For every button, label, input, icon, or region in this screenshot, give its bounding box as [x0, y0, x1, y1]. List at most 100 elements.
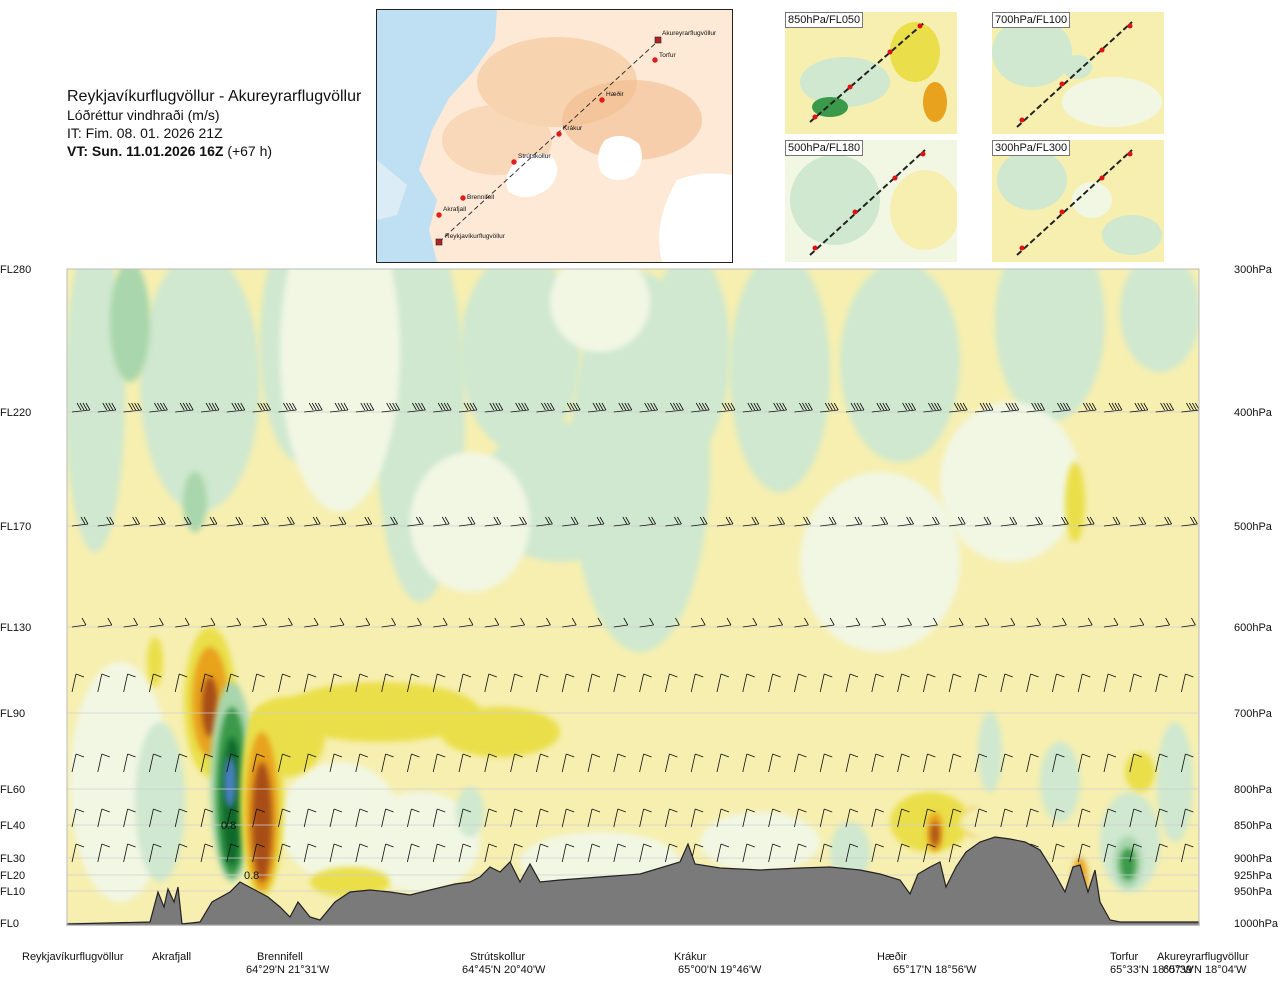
wind-barb-87 [1181, 402, 1199, 413]
sea-area [377, 10, 497, 262]
wind-barb-89 [97, 516, 115, 527]
wind-barb-35 [975, 269, 979, 270]
wind-barb-310 [123, 843, 136, 863]
wind-barb-248 [794, 753, 807, 773]
plot-frame [66, 268, 1200, 926]
fl-tick-1: FL220 [0, 407, 31, 419]
map-label-1: Akrafjall [443, 206, 467, 213]
wind-barb-8 [278, 269, 283, 270]
wind-barb-140 [278, 617, 293, 628]
hpa-tick-4: 700hPa [1234, 708, 1273, 720]
wind-barb-213 [1026, 673, 1039, 693]
field-cell-18 [550, 269, 650, 352]
wind-barb-161 [820, 617, 835, 628]
wind-barb-167 [974, 617, 990, 628]
minimap-300-graphic [992, 140, 1164, 262]
wind-barb-220 [71, 753, 85, 773]
wind-barb-277 [407, 808, 420, 828]
wind-barb-179 [149, 673, 162, 693]
field-cell-29 [830, 822, 870, 882]
wind-barb-15 [459, 269, 463, 270]
wind-barb-28 [794, 269, 799, 270]
wind-barb-340 [897, 843, 910, 863]
minimap-700[interactable]: 700hPa/FL100 [992, 12, 1164, 134]
wind-barb-229 [303, 753, 317, 773]
wind-barb-172 [1103, 617, 1119, 628]
field-cell-14 [800, 472, 960, 652]
wind-barb-184 [278, 673, 291, 693]
route-title: Reykjavíkurflugvöllur - Akureyrarflugvöl… [67, 88, 362, 105]
wind-barb-263 [1181, 753, 1194, 773]
wind-barb-278 [432, 808, 446, 828]
map-label-5: Hæðir [606, 90, 625, 98]
wind-barb-150 [536, 617, 551, 628]
wind-barb-148 [484, 617, 500, 628]
route-map: Reykjavíkurflugvöllur Akrafjall Brennifell… [376, 9, 733, 263]
wind-barb-205 [819, 673, 833, 693]
field-cell-32 [440, 707, 560, 757]
wind-barb-208 [897, 673, 910, 693]
wind-barb-50 [226, 402, 246, 413]
fl-tick-9: FL10 [0, 886, 25, 898]
wind-barb-301 [1026, 808, 1039, 828]
wind-barb-78 [949, 402, 968, 413]
wind-barb-119 [871, 516, 889, 527]
wind-barb-241 [613, 753, 626, 773]
wind-barb-245 [716, 753, 730, 773]
location-name-3: Strútskollur [470, 951, 525, 963]
wind-barb-97 [304, 516, 321, 527]
wind-barb-311 [149, 843, 162, 863]
wind-barb-105 [510, 516, 527, 527]
wind-barb-170 [1052, 617, 1067, 628]
wind-barb-128 [1103, 516, 1121, 527]
wind-barb-134 [123, 617, 138, 628]
wind-barb-235 [458, 753, 472, 773]
wind-barb-290 [742, 808, 755, 828]
wind-barb-63 [562, 402, 581, 413]
wind-barb-298 [948, 808, 962, 828]
wind-barb-349 [1129, 843, 1142, 863]
minimap-850-label: 850hPa/FL050 [785, 12, 864, 28]
minimap-850[interactable]: 850hPa/FL050 [785, 12, 957, 134]
wind-barbs [71, 269, 1199, 863]
wind-barb-313 [200, 843, 214, 863]
wind-barb-200 [690, 673, 704, 693]
wind-barb-116 [794, 516, 811, 527]
wind-barb-60 [484, 402, 504, 413]
wind-barb-133 [97, 617, 113, 628]
wind-barb-194 [536, 673, 549, 693]
wind-barb-10 [330, 269, 334, 270]
wind-barb-233 [407, 753, 420, 773]
wind-barb-129 [1129, 516, 1147, 527]
hpa-tick-1: 400hPa [1234, 407, 1273, 419]
wind-barb-281 [510, 808, 523, 828]
wind-barb-94 [226, 516, 244, 527]
location-name-5: Hæðir [877, 951, 907, 963]
route-points: Reykjavíkurflugvöllur AkrafjallBrennifell… [435, 30, 717, 246]
wind-barb-243 [665, 753, 678, 773]
wind-barb-268 [174, 808, 188, 828]
wind-barb-104 [484, 516, 502, 527]
left-axis-fl: FL280 FL220 FL170 FL130 FL90 FL60 FL40 FL30 FL20… [0, 264, 31, 930]
wind-barb-64 [587, 402, 607, 413]
wind-barb-18 [536, 269, 541, 270]
location-coord-7: 65°39'N 18°04'W [1163, 964, 1247, 976]
wind-barb-341 [923, 843, 936, 863]
minimap-500[interactable]: 500hPa/FL180 [785, 140, 957, 262]
wind-barb-195 [561, 673, 575, 693]
wind-barb-20 [588, 269, 592, 270]
wind-barb-181 [200, 673, 214, 693]
wind-barb-214 [1052, 673, 1065, 693]
wind-barb-221 [97, 753, 110, 773]
field-cell-0 [67, 269, 125, 552]
wind-barb-191 [458, 673, 472, 693]
wind-barb-217 [1129, 673, 1142, 693]
field-cell-36 [1125, 752, 1155, 792]
wind-barb-197 [613, 673, 626, 693]
wind-barb-32 [897, 269, 902, 270]
wind-barb-302 [1052, 808, 1065, 828]
minimap-300[interactable]: 300hPa/FL300 [992, 140, 1164, 262]
wind-barb-337 [819, 843, 833, 863]
wind-barb-323 [458, 843, 472, 863]
field-cell-24 [700, 812, 820, 872]
